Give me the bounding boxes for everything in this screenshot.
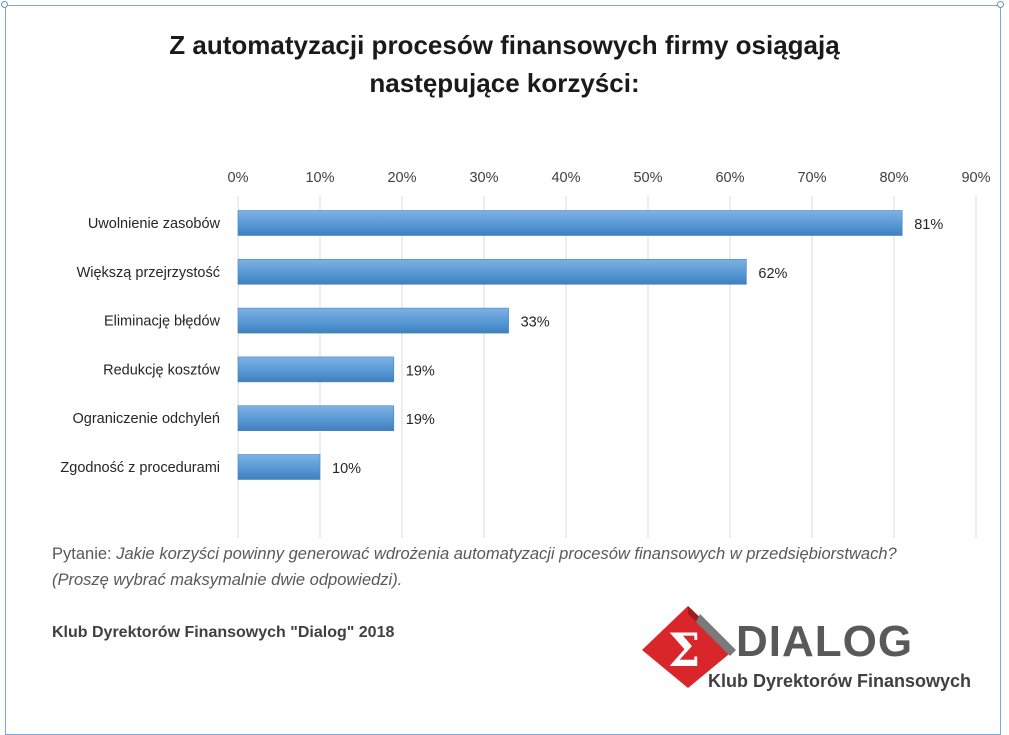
survey-question: Pytanie: Jakie korzyści powinny generowa… — [52, 541, 932, 593]
bar — [237, 210, 903, 236]
x-tick-label: 30% — [469, 170, 498, 186]
bars — [237, 210, 903, 480]
value-label: 19% — [406, 363, 435, 379]
bar — [237, 405, 395, 432]
bar — [237, 307, 509, 334]
category-label: Uwolnienie zasobów — [88, 216, 221, 232]
chart-title-line-1: Z automatyzacji procesów finansowych fir… — [169, 30, 840, 60]
x-tick-label: 40% — [551, 170, 580, 186]
bar — [237, 454, 321, 480]
bar — [237, 258, 747, 285]
x-tick-label: 10% — [305, 170, 334, 186]
value-labels: 81% 62% 33% 19% 19% 10% — [332, 217, 943, 477]
dialog-logo-icon: Σ — [642, 606, 736, 688]
category-label: Ograniczenie odchyleń — [72, 411, 220, 427]
value-label: 62% — [758, 266, 787, 282]
resize-handle-top-right[interactable] — [997, 1, 1004, 8]
category-label: Redukcję kosztów — [103, 362, 220, 378]
value-label: 19% — [406, 412, 435, 428]
category-labels: Uwolnienie zasobów Większą przejrzystość E… — [60, 216, 220, 476]
x-tick-label: 60% — [715, 170, 744, 186]
resize-handle-top-left[interactable] — [1, 1, 8, 8]
logo-tagline: Klub Dyrektorów Finansowych — [708, 671, 972, 691]
logo-name: DIALOG — [736, 617, 914, 666]
value-label: 81% — [914, 217, 943, 233]
category-label: Zgodność z procedurami — [60, 460, 220, 476]
category-label: Większą przejrzystość — [77, 265, 220, 281]
x-tick-label: 90% — [961, 170, 990, 186]
category-label: Eliminację błędów — [104, 314, 221, 330]
x-tick-label: 70% — [797, 170, 826, 186]
chart-title-line-2: następujące korzyści: — [369, 68, 640, 98]
chart-title: Z automatyzacji procesów finansowych fir… — [0, 26, 1009, 102]
question-prefix: Pytanie: — [52, 545, 117, 563]
bar-chart: 0% 10% 20% 30% 40% 50% 60% 70% 80% 90% Uwolnienie… — [60, 170, 991, 538]
x-tick-label: 20% — [387, 170, 416, 186]
question-text: Jakie korzyści powinny generować wdrożen… — [52, 545, 897, 589]
bar — [237, 356, 395, 383]
source-note: Klub Dyrektorów Finansowych "Dialog" 201… — [52, 624, 395, 641]
value-label: 33% — [521, 315, 550, 331]
x-tick-label: 50% — [633, 170, 662, 186]
x-axis-ticks: 0% 10% 20% 30% 40% 50% 60% 70% 80% 90% — [228, 170, 991, 186]
sigma-symbol: Σ — [668, 623, 701, 677]
value-label: 10% — [332, 461, 361, 477]
x-tick-label: 80% — [879, 170, 908, 186]
x-tick-label: 0% — [228, 170, 249, 186]
